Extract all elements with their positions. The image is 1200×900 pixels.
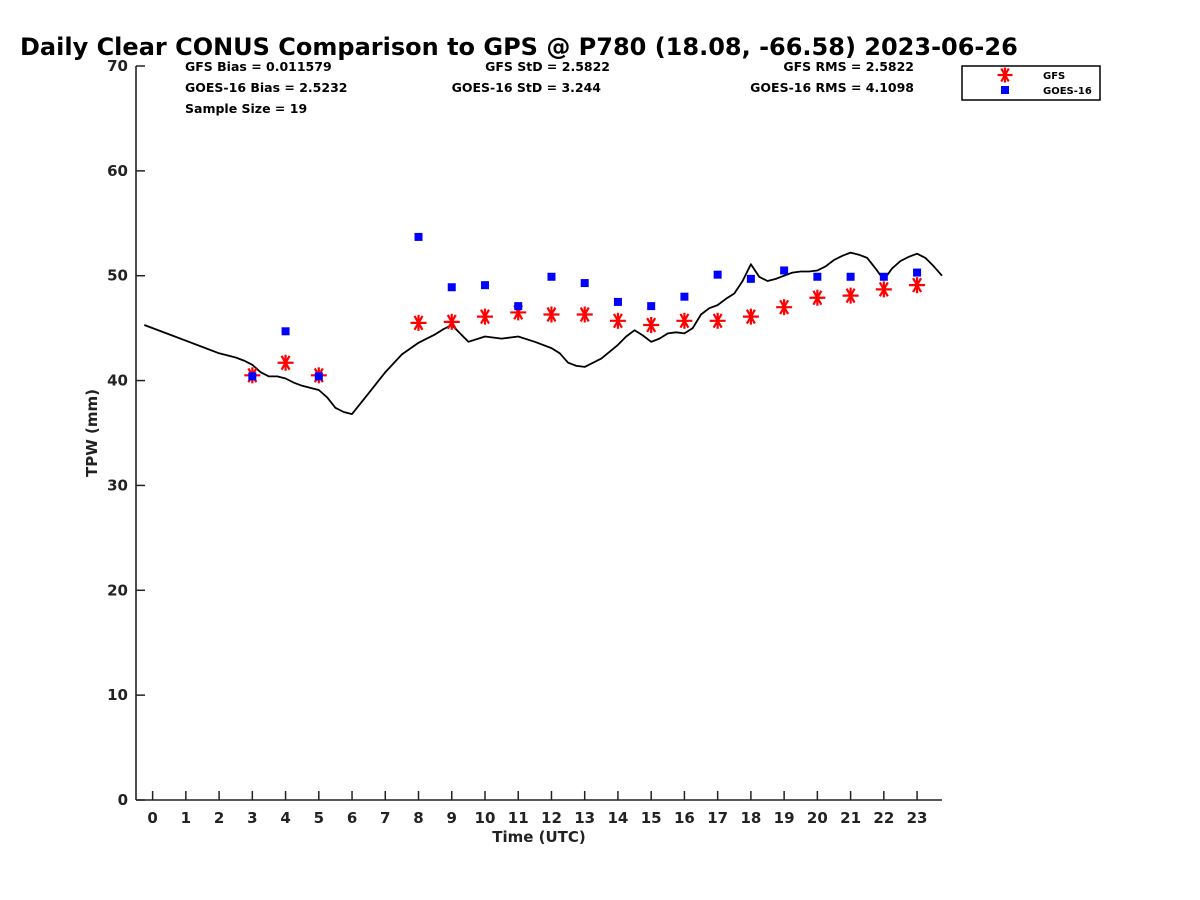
goes16-point bbox=[647, 302, 656, 311]
gfs-point bbox=[576, 306, 593, 323]
goes16-point bbox=[281, 327, 290, 336]
goes16-point bbox=[414, 232, 423, 241]
chart-title: Daily Clear CONUS Comparison to GPS @ P7… bbox=[20, 33, 1018, 61]
goes-rms-text: GOES-16 RMS = 4.1098 bbox=[750, 80, 914, 95]
legend-goes-square bbox=[1001, 86, 1009, 94]
gfs-point bbox=[709, 312, 726, 329]
gfs-point bbox=[277, 354, 294, 371]
gfs-point bbox=[742, 308, 759, 325]
marker-layer bbox=[244, 232, 926, 384]
gfs-point bbox=[609, 312, 626, 329]
y-tick-label: 10 bbox=[107, 686, 128, 704]
legend-goes-label: GOES-16 bbox=[1043, 86, 1092, 97]
x-tick-label: 9 bbox=[447, 809, 457, 827]
goes16-point bbox=[813, 272, 822, 281]
x-tick-label: 0 bbox=[147, 809, 157, 827]
x-tick-label: 15 bbox=[641, 809, 662, 827]
y-tick-label: 40 bbox=[107, 372, 128, 390]
gfs-std-text: GFS StD = 2.5822 bbox=[485, 59, 610, 74]
legend-goes-marker bbox=[1001, 86, 1009, 94]
legend: GFS GOES-16 bbox=[961, 65, 1101, 101]
goes16-point bbox=[879, 272, 888, 281]
goes16-point bbox=[314, 372, 323, 381]
x-tick-label: 7 bbox=[380, 809, 390, 827]
goes16-point bbox=[580, 279, 589, 288]
x-tick-label: 12 bbox=[541, 809, 562, 827]
gfs-point bbox=[776, 299, 793, 316]
goes16-point bbox=[680, 292, 689, 301]
x-axis-label: Time (UTC) bbox=[492, 828, 586, 846]
x-tick-label: 18 bbox=[740, 809, 761, 827]
y-tick-label: 70 bbox=[107, 57, 128, 75]
x-tick-label: 23 bbox=[907, 809, 928, 827]
gps-line bbox=[143, 251, 943, 416]
gfs-point bbox=[543, 306, 560, 323]
goes16-point bbox=[846, 272, 855, 281]
goes16-point bbox=[514, 302, 523, 311]
x-tick-label: 3 bbox=[247, 809, 257, 827]
goes16-point bbox=[547, 272, 556, 281]
x-tick-label: 11 bbox=[508, 809, 529, 827]
x-tick-label: 6 bbox=[347, 809, 357, 827]
goes-std-text: GOES-16 StD = 3.244 bbox=[452, 80, 602, 95]
x-tick-label: 14 bbox=[608, 809, 629, 827]
gfs-point bbox=[443, 313, 460, 330]
goes-bias-text: GOES-16 Bias = 2.5232 bbox=[185, 80, 347, 95]
x-tick-label: 2 bbox=[214, 809, 224, 827]
y-tick-label: 30 bbox=[107, 476, 128, 494]
y-tick-label: 50 bbox=[107, 267, 128, 285]
legend-gfs-asterisk bbox=[997, 67, 1013, 83]
legend-box bbox=[961, 65, 1101, 101]
x-tick-label: 13 bbox=[574, 809, 595, 827]
x-tick-label: 17 bbox=[707, 809, 728, 827]
gfs-point bbox=[643, 316, 660, 333]
sample-size-text: Sample Size = 19 bbox=[185, 101, 307, 116]
x-tick-label: 5 bbox=[314, 809, 324, 827]
legend-gfs-label: GFS bbox=[1043, 71, 1065, 82]
legend-gfs-marker bbox=[997, 67, 1013, 83]
gps-line-layer bbox=[143, 251, 943, 416]
gfs-rms-text: GFS RMS = 2.5822 bbox=[783, 59, 914, 74]
x-tick-label: 16 bbox=[674, 809, 695, 827]
gfs-point bbox=[410, 314, 427, 331]
goes16-point bbox=[913, 268, 922, 277]
gfs-point bbox=[909, 277, 926, 294]
goes16-point bbox=[447, 283, 456, 292]
x-tick-label: 4 bbox=[280, 809, 290, 827]
x-tick-label: 10 bbox=[475, 809, 496, 827]
goes16-point bbox=[480, 281, 489, 290]
y-tick-label: 20 bbox=[107, 581, 128, 599]
x-tick-label: 8 bbox=[413, 809, 423, 827]
goes16-point bbox=[713, 270, 722, 279]
gfs-point bbox=[676, 312, 693, 329]
x-tick-label: 21 bbox=[840, 809, 861, 827]
gfs-point bbox=[476, 308, 493, 325]
gfs-point bbox=[809, 289, 826, 306]
goes16-point bbox=[780, 266, 789, 275]
x-tick-label: 1 bbox=[181, 809, 191, 827]
gfs-bias-text: GFS Bias = 0.011579 bbox=[185, 59, 332, 74]
x-tick-label: 20 bbox=[807, 809, 828, 827]
x-tick-label: 22 bbox=[873, 809, 894, 827]
gfs-point bbox=[875, 281, 892, 298]
y-tick-label: 60 bbox=[107, 162, 128, 180]
goes16-point bbox=[248, 372, 257, 381]
y-axis-label: TPW (mm) bbox=[83, 389, 101, 477]
x-tick-label: 19 bbox=[774, 809, 795, 827]
goes16-point bbox=[746, 274, 755, 283]
goes16-point bbox=[613, 297, 622, 306]
y-tick-label: 0 bbox=[118, 791, 128, 809]
gfs-point bbox=[842, 287, 859, 304]
